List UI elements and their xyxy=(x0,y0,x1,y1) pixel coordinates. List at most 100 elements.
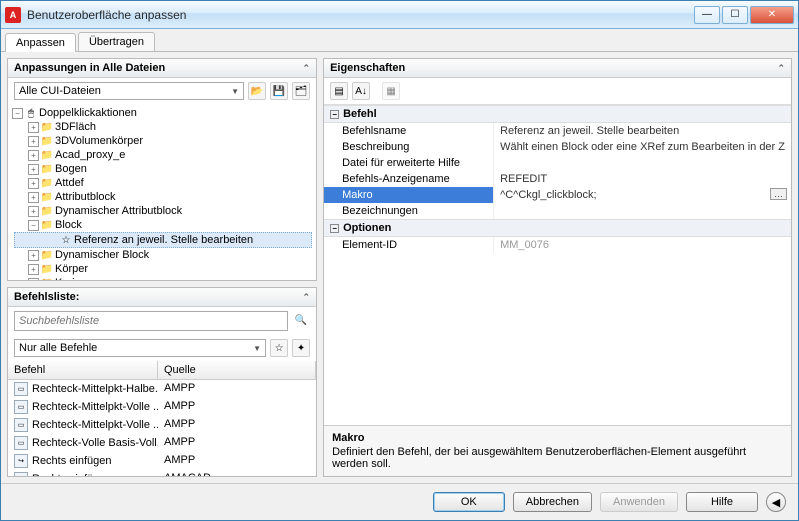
list-item[interactable]: ▭Rechteck-Mittelpkt-Volle ...AMPP xyxy=(8,398,316,416)
tree-toggle[interactable]: − xyxy=(28,220,39,231)
tree-node[interactable]: Attributblock xyxy=(55,191,116,203)
tree-toggle[interactable]: − xyxy=(12,108,23,119)
cui-file-dropdown[interactable]: Alle CUI-Dateien ▼ xyxy=(14,82,244,100)
apply-button[interactable]: Anwenden xyxy=(600,492,678,512)
list-item[interactable]: ▭Rechteck-Mittelpkt-Volle ...AMPP xyxy=(8,416,316,434)
customization-tree[interactable]: −🖱Doppelklickaktionen +📁3DFläch +📁3DVolu… xyxy=(8,104,316,280)
folder-icon: 📁 xyxy=(41,191,53,203)
app-icon: A xyxy=(5,7,21,23)
tree-toggle[interactable]: + xyxy=(28,250,39,261)
folder-icon: 📁 xyxy=(41,163,53,175)
open-file-button[interactable]: 📂 xyxy=(248,82,266,100)
tree-toggle[interactable]: + xyxy=(28,264,39,275)
cancel-button[interactable]: Abbrechen xyxy=(513,492,592,512)
tree-toggle[interactable]: + xyxy=(28,122,39,133)
folder-icon: 📁 xyxy=(41,135,53,147)
tab-strip: Anpassen Übertragen xyxy=(1,29,798,52)
prop-row[interactable]: Bezeichnungen xyxy=(324,203,791,219)
group-optionen: Optionen xyxy=(343,222,391,234)
dropdown-arrow-icon: ▼ xyxy=(231,87,239,96)
prop-row[interactable]: BeschreibungWählt einen Block oder eine … xyxy=(324,139,791,155)
maximize-button[interactable]: ☐ xyxy=(722,6,748,24)
tree-node[interactable]: Attdef xyxy=(55,177,84,189)
prop-row[interactable]: Datei für erweiterte Hilfe xyxy=(324,155,791,171)
folder-icon: 📁 xyxy=(41,263,53,275)
window-title: Benutzeroberfläche anpassen xyxy=(27,8,692,22)
add-button[interactable]: 🗂 xyxy=(292,82,310,100)
expand-icon[interactable]: − xyxy=(330,110,339,119)
command-list-panel: Befehlsliste: ⌃ 🔍 Nur alle Befehle ▼ ☆ ✦ xyxy=(7,287,317,477)
tree-toggle[interactable]: + xyxy=(28,206,39,217)
folder-icon: 📁 xyxy=(41,205,53,217)
tree-node-refedit[interactable]: Referenz an jeweil. Stelle bearbeiten xyxy=(74,234,253,246)
expand-dialog-button[interactable]: ◀ xyxy=(766,492,786,512)
tree-toggle[interactable]: + xyxy=(28,150,39,161)
prop-row[interactable]: Element-IDMM_0076 xyxy=(324,237,791,253)
folder-icon: 📁 xyxy=(41,149,53,161)
list-item[interactable]: ↪Rechts einfügenAMPP xyxy=(8,452,316,470)
tree-node-block[interactable]: Block xyxy=(55,219,82,231)
properties-panel: Eigenschaften ⌃ ▤ A↓ ▦ −Befehl Befehlsna… xyxy=(323,58,792,477)
tree-node[interactable]: Dynamischer Block xyxy=(55,249,149,261)
categorized-button[interactable]: ▤ xyxy=(330,82,348,100)
command-list[interactable]: ▭Rechteck-Mittelpkt-Halbe...AMPP ▭Rechte… xyxy=(8,380,316,476)
tree-toggle[interactable]: + xyxy=(28,192,39,203)
prop-row[interactable]: Befehls-AnzeigenameREFEDIT xyxy=(324,171,791,187)
col-quelle[interactable]: Quelle xyxy=(158,361,316,379)
tree-node[interactable]: Acad_proxy_e xyxy=(55,149,125,161)
find-command-button[interactable]: ✦ xyxy=(292,339,310,357)
folder-icon: 📁 xyxy=(41,177,53,189)
col-befehl[interactable]: Befehl xyxy=(8,361,158,379)
new-command-button[interactable]: ☆ xyxy=(270,339,288,357)
help-button[interactable]: Hilfe xyxy=(686,492,758,512)
close-button[interactable]: ✕ xyxy=(750,6,794,24)
customizations-panel: Anpassungen in Alle Dateien ⌃ Alle CUI-D… xyxy=(7,58,317,281)
tree-toggle[interactable]: + xyxy=(28,278,39,281)
tree-node[interactable]: Dynamischer Attributblock xyxy=(55,205,182,217)
save-file-button[interactable]: 💾 xyxy=(270,82,288,100)
tree-toggle[interactable]: + xyxy=(28,136,39,147)
mouse-icon: 🖱 xyxy=(25,107,37,119)
collapse-icon[interactable]: ⌃ xyxy=(777,63,785,74)
sort-button[interactable]: A↓ xyxy=(352,82,370,100)
command-search-input[interactable] xyxy=(14,311,288,331)
folder-icon: 📁 xyxy=(41,219,53,231)
search-icon[interactable]: 🔍 xyxy=(292,311,310,329)
tree-toggle[interactable]: + xyxy=(28,178,39,189)
tree-node-doppelklick[interactable]: Doppelklickaktionen xyxy=(39,107,137,119)
minimize-button[interactable]: — xyxy=(694,6,720,24)
tree-node[interactable]: 3DFläch xyxy=(55,121,96,133)
command-filter-dropdown[interactable]: Nur alle Befehle ▼ xyxy=(14,339,266,357)
cmd-icon: ▭ xyxy=(14,436,28,450)
property-grid[interactable]: −Befehl BefehlsnameReferenz an jeweil. S… xyxy=(324,105,791,425)
properties-title: Eigenschaften xyxy=(330,62,405,74)
prop-row-makro[interactable]: Makro^C^Ckgl_clickblock; xyxy=(324,187,791,203)
dropdown-arrow-icon: ▼ xyxy=(253,344,261,353)
cmd-icon: ↪ xyxy=(14,472,28,476)
tree-node[interactable]: Kreis xyxy=(55,277,80,280)
tree-toggle[interactable]: + xyxy=(28,164,39,175)
collapse-icon[interactable]: ⌃ xyxy=(303,292,311,303)
folder-icon: 📁 xyxy=(41,277,53,280)
tree-node[interactable]: Bogen xyxy=(55,163,87,175)
expand-icon[interactable]: − xyxy=(330,224,339,233)
reset-button[interactable]: ▦ xyxy=(382,82,400,100)
folder-icon: 📁 xyxy=(41,121,53,133)
list-item[interactable]: ▭Rechteck-Volle Basis-Voll...AMPP xyxy=(8,434,316,452)
ok-button[interactable]: OK xyxy=(433,492,505,512)
cui-file-dropdown-label: Alle CUI-Dateien xyxy=(19,85,101,97)
tab-uebertragen[interactable]: Übertragen xyxy=(78,32,155,51)
tab-anpassen[interactable]: Anpassen xyxy=(5,33,76,52)
dialog-footer: OK Abbrechen Anwenden Hilfe ◀ xyxy=(1,483,798,520)
prop-row[interactable]: BefehlsnameReferenz an jeweil. Stelle be… xyxy=(324,123,791,139)
titlebar[interactable]: A Benutzeroberfläche anpassen — ☐ ✕ xyxy=(1,1,798,29)
customizations-title: Anpassungen in Alle Dateien xyxy=(14,62,165,74)
list-item[interactable]: ▭Rechteck-Mittelpkt-Halbe...AMPP xyxy=(8,380,316,398)
tree-node[interactable]: Körper xyxy=(55,263,88,275)
folder-icon: 📁 xyxy=(41,249,53,261)
collapse-icon[interactable]: ⌃ xyxy=(303,63,311,74)
property-hint: Makro Definiert den Befehl, der bei ausg… xyxy=(324,425,791,476)
list-item[interactable]: ↪Rechts einfügenAMACAD xyxy=(8,470,316,476)
tree-node[interactable]: 3DVolumenkörper xyxy=(55,135,143,147)
cmd-icon: ▭ xyxy=(14,400,28,414)
